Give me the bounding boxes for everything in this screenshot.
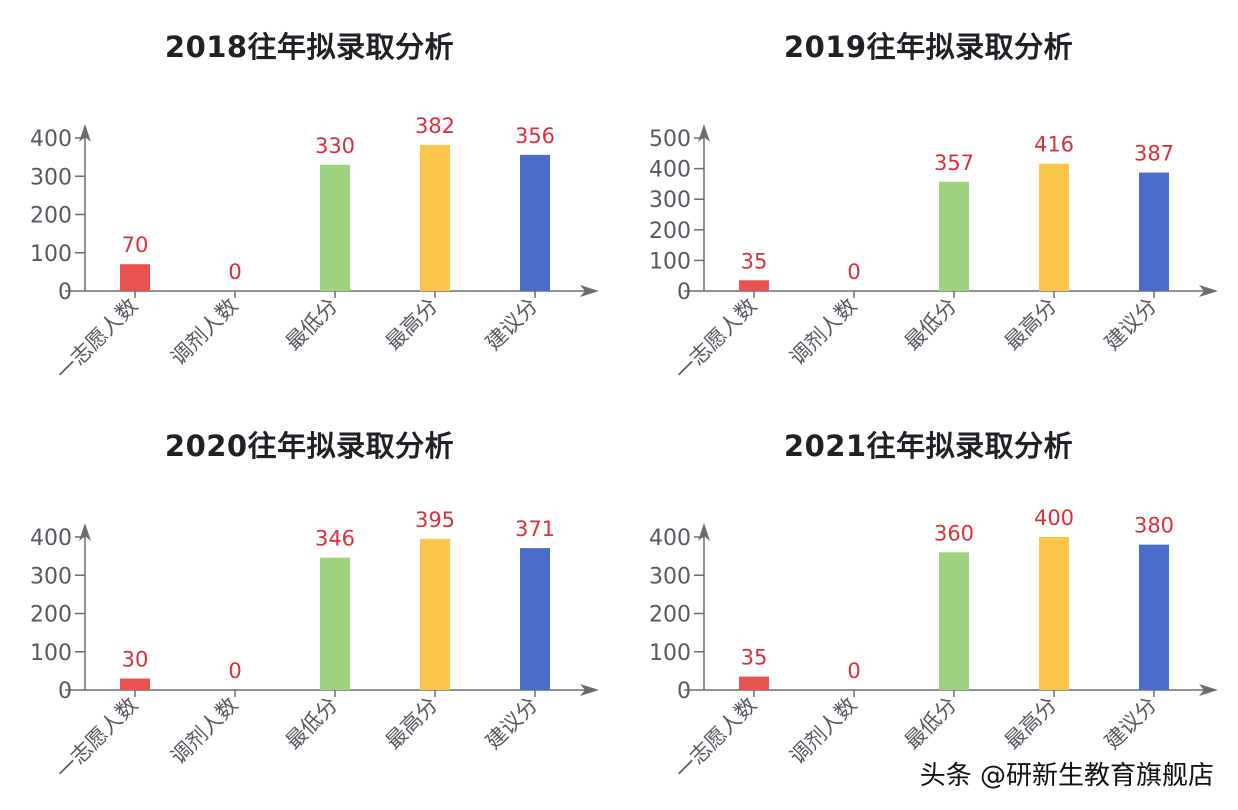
value-label: 0 xyxy=(847,260,860,284)
x-category-label: 建议分 xyxy=(1100,693,1162,755)
value-label: 35 xyxy=(741,646,768,670)
y-tick-label: 100 xyxy=(30,641,72,666)
value-label: 395 xyxy=(415,508,455,532)
chart-title: 2021往年拟录取分析 xyxy=(783,429,1074,463)
y-tick-label: 200 xyxy=(649,603,691,628)
value-label: 360 xyxy=(934,521,974,545)
value-label: 70 xyxy=(122,233,149,257)
bar xyxy=(939,552,969,690)
x-category-label: 调剂人数 xyxy=(166,294,242,370)
y-tick-label: 0 xyxy=(677,280,691,305)
x-category-label: 一志愿人数 xyxy=(670,693,761,784)
x-category-label: 最低分 xyxy=(900,294,962,356)
bar-chart-2020: 010020030040030一志愿人数0调剂人数346最低分395最高分371… xyxy=(30,508,599,784)
value-label: 30 xyxy=(122,648,149,672)
y-tick-label: 100 xyxy=(30,242,72,267)
x-category-label: 建议分 xyxy=(481,294,543,356)
bar xyxy=(1139,172,1169,291)
x-category-label: 最高分 xyxy=(381,693,443,755)
x-category-label: 一志愿人数 xyxy=(51,693,142,784)
value-label: 387 xyxy=(1134,142,1174,166)
x-axis-arrow-icon xyxy=(1199,684,1218,696)
value-label: 416 xyxy=(1034,133,1074,157)
y-tick-label: 300 xyxy=(30,564,72,589)
bar xyxy=(520,154,550,291)
y-tick-label: 0 xyxy=(58,679,72,704)
bar xyxy=(120,678,150,690)
x-category-label: 一志愿人数 xyxy=(51,294,142,385)
chart-panel-2020: 2020往年拟录取分析 0 100 200 300 400 30 一志愿人数 0 调剂人数 346… xyxy=(0,399,619,804)
y-tick-label: 300 xyxy=(649,564,691,589)
x-category-label: 建议分 xyxy=(1100,294,1162,356)
value-label: 356 xyxy=(515,124,555,148)
x-category-label: 调剂人数 xyxy=(785,294,861,370)
value-label: 382 xyxy=(415,114,455,138)
value-label: 371 xyxy=(515,517,555,541)
x-category-label: 建议分 xyxy=(481,693,543,755)
bar xyxy=(1039,537,1069,690)
y-tick-label: 100 xyxy=(649,249,691,274)
value-label: 346 xyxy=(315,527,355,551)
y-tick-label: 300 xyxy=(649,188,691,213)
chart-title: 2019往年拟录取分析 xyxy=(783,30,1074,64)
y-tick-label: 100 xyxy=(649,641,691,666)
y-tick-label: 200 xyxy=(30,603,72,628)
x-category-label: 最低分 xyxy=(281,693,343,755)
x-category-label: 调剂人数 xyxy=(785,693,861,769)
bar xyxy=(739,676,769,690)
bar xyxy=(1139,544,1169,690)
value-label: 0 xyxy=(228,659,241,683)
chart-title: 2020往年拟录取分析 xyxy=(164,429,455,463)
value-label: 400 xyxy=(1034,506,1074,530)
x-axis-arrow-icon xyxy=(580,684,599,696)
x-category-label: 最低分 xyxy=(281,294,343,356)
x-category-label: 最高分 xyxy=(1000,693,1062,755)
chart-panel-2018: 2018往年拟录取分析 0 100 200 300 400 70 一志愿人数 0 调剂人数 330… xyxy=(0,0,619,405)
x-category-label: 一志愿人数 xyxy=(670,294,761,385)
y-tick-label: 400 xyxy=(30,526,72,551)
bar xyxy=(939,181,969,291)
x-category-label: 最高分 xyxy=(1000,294,1062,356)
y-tick-label: 0 xyxy=(677,679,691,704)
y-tick-label: 0 xyxy=(58,280,72,305)
y-tick-label: 200 xyxy=(649,219,691,244)
y-tick-label: 300 xyxy=(30,165,72,190)
bar xyxy=(739,280,769,291)
value-label: 330 xyxy=(315,134,355,158)
chart-panel-2019: 2019往年拟录取分析 0 100 200 300 400 500 35 一志愿人数 0 调剂人数… xyxy=(619,0,1238,405)
bar xyxy=(420,538,450,690)
value-label: 35 xyxy=(741,249,768,273)
chart-panel-2021: 2021往年拟录取分析 0 100 200 300 400 35 一志愿人数 0 调剂人数 360… xyxy=(619,399,1238,804)
bar xyxy=(520,548,550,690)
bar xyxy=(320,164,350,291)
value-label: 357 xyxy=(934,151,974,175)
x-category-label: 最低分 xyxy=(900,693,962,755)
value-label: 0 xyxy=(847,659,860,683)
bar-chart-2021: 010020030040035一志愿人数0调剂人数360最低分400最高分380… xyxy=(649,506,1218,784)
y-tick-label: 500 xyxy=(649,127,691,152)
y-tick-label: 400 xyxy=(649,526,691,551)
bar-chart-2019: 010020030040050035一志愿人数0调剂人数357最低分416最高分… xyxy=(649,124,1218,385)
y-tick-label: 400 xyxy=(649,158,691,183)
x-category-label: 调剂人数 xyxy=(166,693,242,769)
bar xyxy=(320,557,350,690)
x-axis-arrow-icon xyxy=(580,285,599,297)
chart-title: 2018往年拟录取分析 xyxy=(164,30,455,64)
y-tick-label: 200 xyxy=(30,204,72,229)
bar xyxy=(420,144,450,291)
value-label: 0 xyxy=(228,260,241,284)
bar-chart-2018: 010020030040070一志愿人数0调剂人数330最低分382最高分356… xyxy=(30,114,599,385)
y-tick-label: 400 xyxy=(30,127,72,152)
watermark-text: 头条 @研新生教育旗舰店 xyxy=(919,755,1214,792)
value-label: 380 xyxy=(1134,514,1174,538)
bar xyxy=(120,264,150,291)
bar xyxy=(1039,163,1069,291)
x-axis-arrow-icon xyxy=(1199,285,1218,297)
x-category-label: 最高分 xyxy=(381,294,443,356)
